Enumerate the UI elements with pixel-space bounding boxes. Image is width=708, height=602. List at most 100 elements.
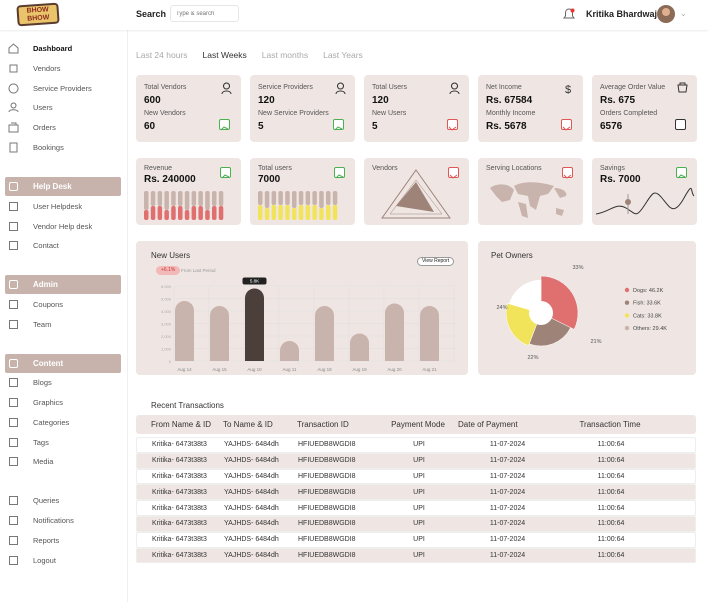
mini-card-total-users[interactable]: Total users 7000 <box>250 158 355 225</box>
stat-card[interactable]: Net Income Rs. 67584 Monthly Income Rs. 567… <box>478 75 583 142</box>
mini-bar-bg <box>144 191 149 210</box>
sidebar-item-orders[interactable]: Orders <box>8 121 56 133</box>
recent-transactions-title: Recent Transactions <box>151 401 224 410</box>
sidebar-item-user-helpdesk[interactable]: User Helpdesk <box>8 200 82 212</box>
sidebar-item-reports[interactable]: Reports <box>8 534 59 546</box>
table-row[interactable]: Kritika- 6473t38t3 YAJHDS- 6484dh HFIUEDB8… <box>136 547 696 564</box>
table-row[interactable]: Kritika- 6473t38t3 YAJHDS- 6484dh HFIUEDB8… <box>136 531 696 548</box>
stat-title: Net Income <box>486 84 522 91</box>
table-cell: Kritika- 6473t38t3 <box>152 536 207 544</box>
transactions-table: From Name & ID To Name & ID Transaction ID… <box>136 415 696 564</box>
stat-card[interactable]: Service Providers 120 New Service Provider… <box>250 75 355 142</box>
mini-bar-bg <box>271 191 277 205</box>
help-icon <box>8 181 19 192</box>
column-header: Date of Payment <box>458 420 518 429</box>
admin-icon <box>8 299 19 310</box>
vendor-icon <box>8 63 19 74</box>
sidebar-item-logout[interactable]: Logout <box>8 554 56 566</box>
trend-up-icon <box>676 167 687 179</box>
table-row[interactable]: Kritika- 6473t38t3 YAJHDS- 6484dh HFIUEDB8… <box>136 468 696 485</box>
table-cell: Kritika- 6473t38t3 <box>152 504 207 512</box>
mini-card-savings[interactable]: Savings Rs. 7000 <box>592 158 697 225</box>
tab-last-24-hours[interactable]: Last 24 hours <box>136 50 188 60</box>
sidebar-item-team[interactable]: Team <box>8 318 51 330</box>
sidebar-item-media[interactable]: Media <box>8 455 53 467</box>
pie-pct-label: 22% <box>527 355 538 361</box>
bar <box>420 306 439 361</box>
mini-card-vendors[interactable]: Vendors <box>364 158 469 225</box>
table-cell: HFIUEDB8WGDI8 <box>298 441 356 449</box>
sidebar-item-notifications[interactable]: Notifications <box>8 514 74 526</box>
view-report-button[interactable]: View Report <box>417 257 455 266</box>
stat-card[interactable]: Total Vendors 600 New Vendors 60 <box>136 75 241 142</box>
sidebar-item-coupons[interactable]: Coupons <box>8 298 63 310</box>
sidebar-item-graphics[interactable]: Graphics <box>8 396 63 408</box>
stat-sub-title: New Service Providers <box>258 110 329 117</box>
search-input[interactable] <box>170 5 239 22</box>
service-icon <box>334 82 347 95</box>
mini-card-revenue[interactable]: Revenue Rs. 240000 <box>136 158 241 225</box>
table-cell: HFIUEDB8WGDI8 <box>298 551 356 559</box>
table-row[interactable]: Kritika- 6473t38t3 YAJHDS- 6484dh HFIUEDB8… <box>136 484 696 501</box>
tab-last-years[interactable]: Last Years <box>323 50 363 60</box>
sidebar-item-categories[interactable]: Categories <box>8 416 69 428</box>
sidebar-item-tags[interactable]: Tags <box>8 436 49 448</box>
chevron-down-icon[interactable]: ⌄ <box>680 9 687 18</box>
table-row[interactable]: Kritika- 6473t38t3 YAJHDS- 6484dh HFIUEDB8… <box>136 452 696 469</box>
y-tick-label: 2,000 <box>161 334 172 339</box>
app-logo[interactable]: BHOW BHOW <box>16 2 60 27</box>
section-help_desk[interactable]: Help Desk <box>5 177 121 196</box>
mini-bar-bg <box>150 191 156 206</box>
avatar[interactable] <box>657 5 675 23</box>
sidebar-item-vendors[interactable]: Vendors <box>8 62 61 74</box>
sidebar-item-service-providers[interactable]: Service Providers <box>8 82 92 94</box>
mini-bar-bg <box>312 191 317 205</box>
section-content[interactable]: Content <box>5 354 121 373</box>
table-cell: HFIUEDB8WGDI8 <box>298 457 356 465</box>
misc-icon <box>8 555 19 566</box>
tab-last-months[interactable]: Last months <box>261 50 309 60</box>
mini-title: Savings <box>600 165 625 172</box>
sidebar-item-label: Vendor Help desk <box>33 221 93 231</box>
table-row[interactable]: Kritika- 6473t38t3 YAJHDS- 6484dh HFIUEDB8… <box>136 437 696 453</box>
mini-bar <box>144 210 149 220</box>
stat-card[interactable]: Average Order Value Rs. 675 Orders Complet… <box>592 75 697 142</box>
table-cell: 11:00:64 <box>597 457 625 465</box>
sidebar-item-bookings[interactable]: Bookings <box>8 141 64 153</box>
y-tick-label: 6,000 <box>161 284 172 289</box>
sidebar-item-blogs[interactable]: Blogs <box>8 376 52 388</box>
column-header: Transaction Time <box>579 420 641 429</box>
table-row[interactable]: Kritika- 6473t38t3 YAJHDS- 6484dh HFIUEDB8… <box>136 500 696 516</box>
tab-last-weeks[interactable]: Last Weeks <box>202 50 247 60</box>
mini-bar-bg <box>326 191 331 205</box>
x-tick-label: Aug 19 <box>352 367 367 372</box>
pie-pct-label: 33% <box>572 265 583 271</box>
sidebar-item-queries[interactable]: Queries <box>8 494 59 506</box>
table-cell: UPI <box>413 504 425 512</box>
notification-bell-icon[interactable] <box>563 8 575 21</box>
mini-bar <box>218 206 224 220</box>
stat-sub-value: Rs. 5678 <box>486 121 527 132</box>
content-icon <box>8 437 19 448</box>
table-row[interactable]: Kritika- 6473t38t3 YAJHDS- 6484dh HFIUEDB8… <box>136 515 696 532</box>
mini-card-serving-locations[interactable]: Serving Locations <box>478 158 583 225</box>
sidebar-item-label: Reports <box>33 535 60 545</box>
table-cell: UPI <box>413 520 425 528</box>
mini-value: Rs. 7000 <box>600 174 641 185</box>
mini-bar <box>298 205 304 220</box>
user-name: Kritika Bhardwaj <box>586 9 658 19</box>
section-admin[interactable]: Admin <box>5 275 121 294</box>
sidebar-item-contact[interactable]: Contact <box>8 239 59 251</box>
pie-center <box>529 301 553 325</box>
admin-icon <box>8 279 19 290</box>
table-cell: 11-07-2024 <box>489 441 526 449</box>
stat-card[interactable]: Total Users 120 New Users 5 <box>364 75 469 142</box>
mini-bar <box>305 205 311 220</box>
service-icon <box>8 83 19 94</box>
y-tick-label: 3,000 <box>161 322 172 327</box>
sidebar-item-vendor-help-desk[interactable]: Vendor Help desk <box>8 220 92 232</box>
mini-bar-bg <box>319 191 324 208</box>
sidebar-item-users[interactable]: Users <box>8 101 53 113</box>
sidebar-item-dashboard[interactable]: Dashboard <box>8 42 72 54</box>
sidebar-item-label: Contact <box>33 240 59 250</box>
